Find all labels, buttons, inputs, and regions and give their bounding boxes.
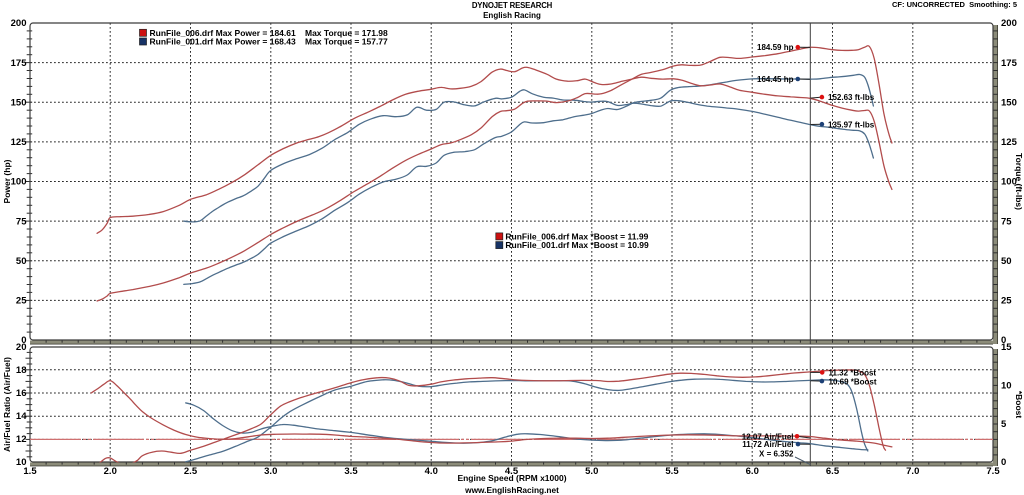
svg-text:200: 200 (11, 18, 27, 29)
svg-text:5.0: 5.0 (585, 466, 598, 477)
svg-text:CF: UNCORRECTED Smoothing: 5: CF: UNCORRECTED Smoothing: 5 (892, 0, 1017, 9)
svg-text:11.72 Air/Fuel: 11.72 Air/Fuel (742, 440, 793, 449)
svg-text:5.5: 5.5 (665, 466, 679, 477)
svg-text:6.0: 6.0 (746, 466, 759, 477)
svg-text:100: 100 (1001, 177, 1017, 188)
svg-text:10.69 *Boost: 10.69 *Boost (829, 377, 877, 386)
svg-text:X = 6.352: X = 6.352 (759, 450, 794, 459)
svg-text:RunFile_001.drf Max *Boost = 1: RunFile_001.drf Max *Boost = 10.99 (505, 240, 649, 250)
svg-text:125: 125 (11, 137, 28, 148)
svg-text:0: 0 (1001, 457, 1006, 468)
svg-text:Max Torque = 171.98: Max Torque = 171.98 (305, 28, 388, 38)
svg-text:164.45 hp: 164.45 hp (757, 75, 794, 84)
svg-text:12: 12 (16, 434, 27, 445)
svg-text:7.5: 7.5 (986, 466, 1000, 477)
svg-text:200: 200 (1001, 18, 1017, 29)
svg-text:RunFile_006.drf Max *Boost = 1: RunFile_006.drf Max *Boost = 11.99 (505, 231, 648, 241)
svg-text:150: 150 (1001, 97, 1017, 108)
svg-text:English Racing: English Racing (483, 11, 541, 20)
svg-text:Power (hp): Power (hp) (2, 159, 12, 203)
svg-text:135.97 ft-lbs: 135.97 ft-lbs (828, 120, 875, 129)
svg-text:20: 20 (16, 342, 27, 353)
svg-text:152.63 ft-lbs: 152.63 ft-lbs (828, 93, 875, 102)
svg-text:175: 175 (1001, 58, 1018, 69)
svg-text:0: 0 (1001, 335, 1006, 346)
svg-text:7.0: 7.0 (906, 466, 919, 477)
svg-text:100: 100 (11, 177, 27, 188)
svg-text:10: 10 (1001, 381, 1012, 392)
svg-text:75: 75 (16, 216, 27, 227)
svg-text:50: 50 (16, 256, 27, 267)
svg-text:2.0: 2.0 (104, 466, 117, 477)
svg-text:175: 175 (11, 58, 28, 69)
svg-text:150: 150 (11, 97, 27, 108)
svg-text:4.0: 4.0 (425, 466, 438, 477)
svg-text:DYNOJET RESEARCH: DYNOJET RESEARCH (472, 1, 553, 10)
svg-text:4.5: 4.5 (505, 466, 519, 477)
svg-text:50: 50 (1001, 256, 1012, 267)
svg-text:0: 0 (21, 335, 26, 346)
svg-text:*Boost: *Boost (1014, 391, 1024, 419)
svg-text:75: 75 (1001, 216, 1012, 227)
svg-text:RunFile_001.drf Max Power = 16: RunFile_001.drf Max Power = 168.43 (150, 37, 296, 47)
svg-text:1.5: 1.5 (23, 466, 37, 477)
svg-text:Engine Speed (RPM x1000): Engine Speed (RPM x1000) (457, 473, 566, 483)
svg-text:www.EnglishRacing.net: www.EnglishRacing.net (464, 485, 559, 495)
svg-text:18: 18 (16, 365, 27, 376)
svg-text:25: 25 (1001, 296, 1012, 307)
svg-text:5: 5 (1001, 419, 1007, 430)
svg-text:16: 16 (16, 388, 27, 399)
svg-text:Max Torque = 157.77: Max Torque = 157.77 (305, 37, 388, 47)
svg-text:6.5: 6.5 (826, 466, 840, 477)
svg-text:125: 125 (1001, 137, 1018, 148)
svg-text:Air/Fuel Ratio (Air/Fuel): Air/Fuel Ratio (Air/Fuel) (2, 357, 12, 452)
svg-text:184.59 hp: 184.59 hp (757, 43, 794, 52)
svg-text:15: 15 (1001, 342, 1012, 353)
svg-text:14: 14 (16, 411, 27, 422)
svg-text:25: 25 (16, 296, 27, 307)
svg-text:2.5: 2.5 (184, 466, 198, 477)
svg-text:12.07 Air/Fuel: 12.07 Air/Fuel (742, 432, 794, 441)
svg-text:Torque (ft-lbs): Torque (ft-lbs) (1014, 153, 1024, 210)
svg-text:3.0: 3.0 (264, 466, 277, 477)
svg-text:RunFile_006.drf Max Power = 18: RunFile_006.drf Max Power = 184.61 (150, 28, 296, 38)
svg-text:3.5: 3.5 (344, 466, 358, 477)
svg-text:11.32 *Boost: 11.32 *Boost (829, 369, 877, 378)
svg-text:10: 10 (16, 457, 27, 468)
